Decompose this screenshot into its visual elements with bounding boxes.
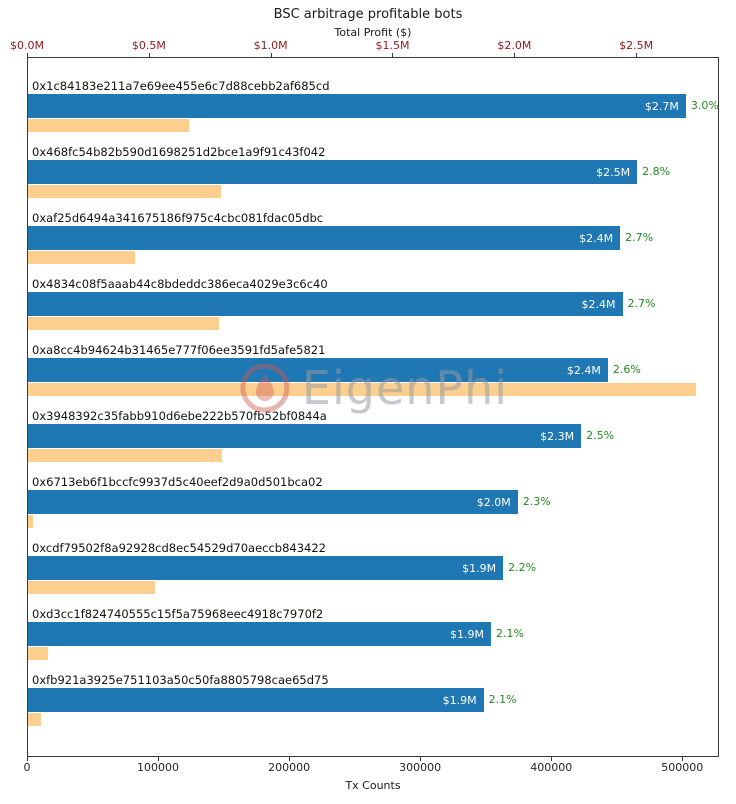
tx-count-bar (28, 515, 34, 528)
tx-count-bar (28, 581, 156, 594)
top-axis-tick-label: $1.5M (375, 39, 410, 52)
profit-bar: $1.9M (28, 556, 504, 580)
profit-share-label: 2.1% (495, 627, 524, 640)
profit-share-label: 2.1% (488, 693, 517, 706)
bot-row: 0x1c84183e211a7e69ee455e6c7d88cebb2af685… (28, 79, 719, 132)
bottom-axis-tick-label: 100000 (137, 761, 180, 774)
profit-bar: $2.4M (28, 292, 623, 316)
profit-bar: $2.4M (28, 226, 621, 250)
bot-row: 0x468fc54b82b590d1698251d2bce1a9f91c43f0… (28, 145, 718, 198)
bottom-tick-mark (289, 757, 291, 761)
profit-value-label: $1.9M (462, 561, 497, 575)
top-tick-mark (148, 53, 150, 57)
profit-share-label: 2.5% (586, 429, 615, 442)
profit-bar: $2.7M (28, 94, 686, 118)
profit-bar-line: $2.3M 2.5% (28, 424, 718, 448)
profit-bar-line: $1.9M 2.2% (28, 556, 718, 580)
bot-address: 0x468fc54b82b590d1698251d2bce1a9f91c43f0… (32, 145, 326, 159)
profit-value-label: $2.5M (596, 165, 631, 179)
tx-count-bar (28, 647, 48, 660)
bot-row: 0xa8cc4b94624b31465e777f06ee3591fd5afe58… (28, 343, 718, 396)
bot-address: 0xcdf79502f8a92928cd8ec54529d70aeccb8434… (32, 541, 326, 555)
profit-bar: $1.9M (28, 688, 484, 712)
profit-value-label: $2.4M (581, 297, 616, 311)
bottom-axis-tick-label: 500000 (661, 761, 704, 774)
profit-value-label: $2.0M (476, 495, 511, 509)
top-axis-label: Total Profit ($) (334, 26, 412, 39)
top-axis-tick-label: $1.0M (253, 39, 288, 52)
bottom-tick-mark (27, 757, 28, 761)
bot-address: 0x4834c08f5aaab44c8bdeddc386eca4029e3c6c… (32, 277, 328, 291)
bottom-axis-label: Tx Counts (345, 779, 401, 792)
bottom-tick-mark (682, 757, 684, 761)
bot-row: 0x6713eb6f1bccfc9937d5c40eef2d9a0d501bca… (28, 475, 718, 528)
bot-address: 0xaf25d6494a341675186f975c4cbc081fdac05d… (32, 211, 324, 225)
bot-row: 0xcdf79502f8a92928cd8ec54529d70aeccb8434… (28, 541, 718, 594)
profit-bar: $2.0M (28, 490, 518, 514)
tx-count-bar (28, 119, 190, 132)
profit-bar-line: $1.9M 2.1% (28, 688, 718, 712)
chart-title: BSC arbitrage profitable bots (273, 7, 463, 22)
top-axis-tick-label: $0.5M (131, 39, 166, 52)
profit-share-label: 2.6% (612, 363, 641, 376)
top-axis-tick-label: $2.0M (497, 39, 532, 52)
profit-bar: $2.3M (28, 424, 582, 448)
profit-bar-line: $2.4M 2.7% (28, 226, 718, 250)
bottom-axis-tick-label: 400000 (530, 761, 573, 774)
profit-share-label: 2.8% (642, 165, 671, 178)
bottom-axis-tick-label: 300000 (399, 761, 442, 774)
profit-value-label: $2.7M (644, 99, 679, 113)
top-axis-tick-label: $2.5M (619, 39, 654, 52)
bot-address: 0xfb921a3925e751103a50c50fa8805798cae65d… (32, 673, 329, 687)
top-tick-mark (392, 53, 394, 57)
profit-bar-line: $2.7M 3.0% (28, 94, 719, 118)
bot-row: 0x3948392c35fabb910d6ebe222b570fb52bf084… (28, 409, 718, 462)
profit-bar: $2.5M (28, 160, 638, 184)
profit-bar-line: $2.0M 2.3% (28, 490, 718, 514)
tx-count-bar (28, 713, 42, 726)
profit-value-label: $2.4M (579, 231, 614, 245)
profit-bar-line: $2.5M 2.8% (28, 160, 718, 184)
profit-share-label: 2.7% (627, 297, 656, 310)
profit-bar-line: $1.9M 2.1% (28, 622, 718, 646)
profit-bar-line: $2.4M 2.7% (28, 292, 718, 316)
bot-address: 0xa8cc4b94624b31465e777f06ee3591fd5afe58… (32, 343, 326, 357)
bottom-tick-mark (158, 757, 160, 761)
profit-share-label: 2.3% (522, 495, 551, 508)
top-tick-mark (270, 53, 272, 57)
tx-count-bar (28, 449, 222, 462)
top-axis-tick-label: $0.0M (10, 39, 44, 52)
top-tick-mark (27, 53, 28, 57)
bottom-tick-mark (420, 757, 422, 761)
profit-value-label: $2.3M (540, 429, 575, 443)
profit-value-label: $2.4M (566, 363, 601, 377)
bot-address: 0x6713eb6f1bccfc9937d5c40eef2d9a0d501bca… (32, 475, 323, 489)
profit-value-label: $1.9M (442, 693, 477, 707)
tx-count-bar (28, 185, 221, 198)
bottom-tick-mark (551, 757, 553, 761)
bot-address: 0x1c84183e211a7e69ee455e6c7d88cebb2af685… (32, 79, 330, 93)
profit-value-label: $1.9M (449, 627, 484, 641)
profit-bar: $1.9M (28, 622, 491, 646)
bot-row: 0xd3cc1f824740555c15f5a75968eec4918c7970… (28, 607, 718, 660)
tx-count-bar (28, 251, 136, 264)
profit-share-label: 2.7% (625, 231, 654, 244)
plot-area: 0x1c84183e211a7e69ee455e6c7d88cebb2af685… (27, 57, 719, 757)
bot-row: 0xfb921a3925e751103a50c50fa8805798cae65d… (28, 673, 718, 726)
bottom-axis-tick-label: 0 (23, 761, 31, 774)
bot-row: 0xaf25d6494a341675186f975c4cbc081fdac05d… (28, 211, 718, 264)
profit-share-label: 3.0% (690, 99, 719, 112)
profit-bar: $2.4M (28, 358, 608, 382)
bot-address: 0x3948392c35fabb910d6ebe222b570fb52bf084… (32, 409, 327, 423)
bottom-axis-tick-label: 200000 (268, 761, 311, 774)
profit-share-label: 2.2% (508, 561, 537, 574)
tx-count-bar (28, 317, 220, 330)
top-tick-mark (514, 53, 516, 57)
profit-bar-line: $2.4M 2.6% (28, 358, 718, 382)
top-tick-mark (636, 53, 638, 57)
tx-count-bar (28, 383, 697, 396)
bot-address: 0xd3cc1f824740555c15f5a75968eec4918c7970… (32, 607, 324, 621)
bot-row: 0x4834c08f5aaab44c8bdeddc386eca4029e3c6c… (28, 277, 718, 330)
